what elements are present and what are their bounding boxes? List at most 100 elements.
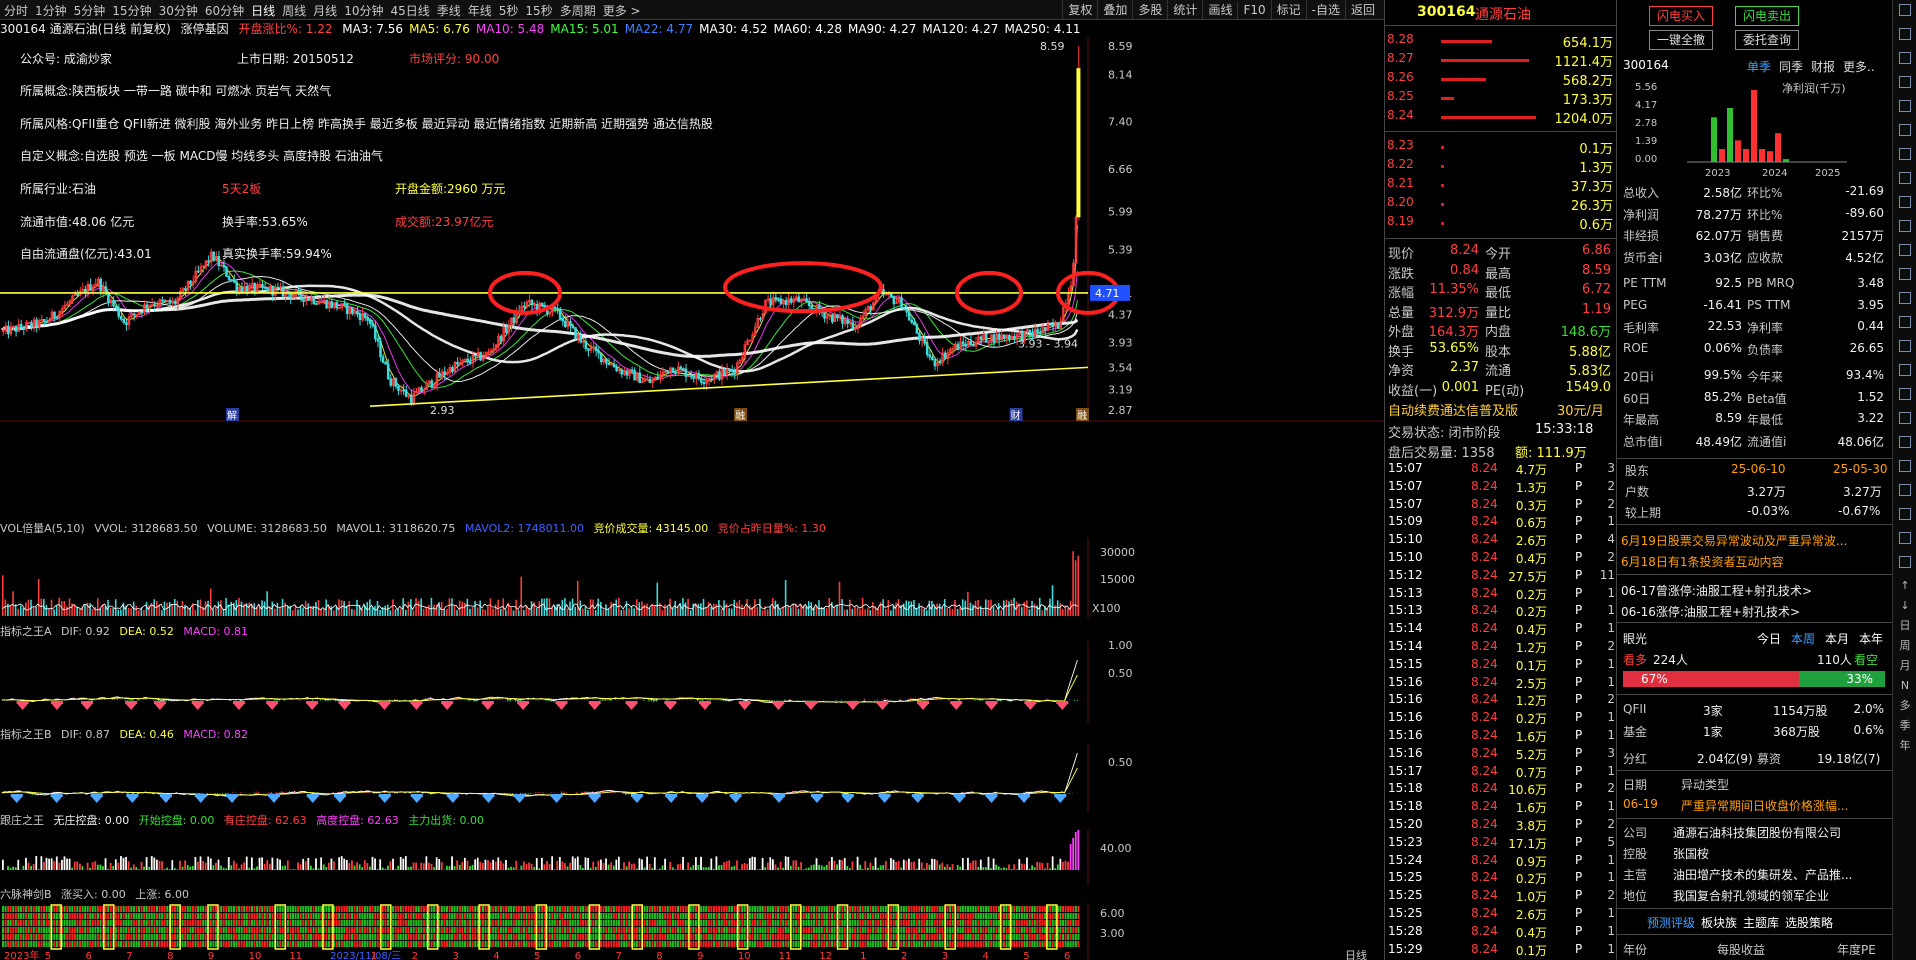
action-button-4[interactable]: 画线 — [1202, 0, 1237, 19]
chip-bar — [202, 860, 204, 870]
action-button-8[interactable]: 返回 — [1344, 0, 1380, 19]
action-button-1[interactable]: 叠加 — [1097, 0, 1132, 19]
pulse-cell — [17, 927, 20, 933]
event-marker-label-0[interactable]: 解 — [225, 408, 239, 422]
pulse-cell — [66, 920, 69, 926]
vol-legend: VOL倍量A(5,10) VVOL: 3128683.50 VOLUME: 31… — [0, 520, 1335, 538]
pulse-cell — [22, 913, 25, 919]
pulse-cell — [869, 927, 872, 933]
pulse-cell — [494, 920, 497, 926]
period-tab-12[interactable]: 年线 — [467, 4, 492, 18]
volume-bar — [238, 597, 240, 616]
pulse-cell — [407, 934, 410, 940]
gem-icon — [1054, 793, 1067, 803]
candle-body — [800, 299, 803, 303]
chip-bar — [558, 857, 561, 870]
indicator-b-chart[interactable]: 0.50 — [0, 744, 1384, 812]
candle-body — [481, 356, 485, 361]
period-tab-5[interactable]: 60分钟 — [204, 4, 245, 18]
volume-bar — [322, 608, 325, 616]
chip-bar — [892, 859, 895, 870]
period-tab-3[interactable]: 15分钟 — [112, 4, 152, 18]
pulse-cell — [215, 927, 217, 933]
pulse-cell — [30, 906, 33, 912]
pulse-cell — [37, 920, 40, 926]
pulse-cell — [7, 920, 10, 926]
pulse-cell — [279, 934, 282, 940]
pulse-cell — [710, 934, 713, 940]
period-tab-0[interactable]: 分时 — [4, 4, 29, 18]
pulse-cell — [869, 913, 872, 919]
pulse-cell — [525, 906, 528, 912]
action-button-7[interactable]: -自选 — [1305, 0, 1345, 19]
candle-body — [589, 346, 593, 351]
pulse-cell — [384, 941, 387, 947]
candle-body — [805, 298, 808, 302]
candle-body — [32, 319, 36, 328]
action-button-3[interactable]: 统计 — [1167, 0, 1202, 19]
pulse-cell — [479, 934, 482, 940]
pulse-cell — [366, 920, 369, 926]
period-tab-2[interactable]: 5分钟 — [73, 4, 106, 18]
vol-ma-line — [1, 603, 1078, 611]
action-button-0[interactable]: 复权 — [1062, 0, 1097, 19]
pulse-cell — [741, 934, 744, 940]
candle-body — [556, 308, 559, 310]
pulse-cell — [96, 906, 99, 912]
market-score: 市场评分: 90.00 — [409, 52, 500, 66]
pulse-cell — [94, 906, 97, 912]
indicator-c-chart[interactable]: 40.00 — [0, 830, 1384, 885]
pulse-cell — [564, 934, 567, 940]
pulse-cell — [720, 941, 723, 947]
event-marker-label-3[interactable]: 融 — [1075, 408, 1089, 422]
pulse-cell — [892, 927, 895, 933]
pulse-cell — [448, 927, 451, 933]
period-tab-6[interactable]: 日线 — [251, 4, 276, 18]
pulse-cell — [851, 920, 854, 926]
period-tab-4[interactable]: 30分钟 — [158, 4, 198, 18]
pulse-cell — [653, 913, 656, 919]
pulse-cell — [553, 906, 556, 912]
candlestick-chart[interactable]: 8.598.147.406.665.995.394.714.373.933.54… — [0, 38, 1384, 422]
pulse-cell — [181, 941, 184, 947]
action-button-6[interactable]: 标记 — [1270, 0, 1306, 19]
chip-bar — [913, 861, 915, 870]
period-tab-11[interactable]: 季线 — [436, 4, 461, 18]
action-button-2[interactable]: 多股 — [1132, 0, 1167, 19]
period-tab-10[interactable]: 45日线 — [390, 4, 430, 18]
pulse-cell — [546, 920, 549, 926]
period-tab-8[interactable]: 月线 — [313, 4, 338, 18]
candle-body — [102, 286, 105, 292]
period-tab-13[interactable]: 5秒 — [498, 4, 519, 18]
pulse-cell — [27, 906, 30, 912]
period-tab-14[interactable]: 15秒 — [525, 4, 553, 18]
chip-bar — [138, 869, 140, 870]
pulse-cell — [710, 913, 713, 919]
period-tab-15[interactable]: 多周期 — [559, 4, 596, 18]
volume-bar — [358, 605, 361, 616]
pulse-cell — [481, 906, 484, 912]
period-tab-7[interactable]: 周线 — [282, 4, 307, 18]
pulse-cell — [702, 927, 705, 933]
candle-body — [653, 376, 657, 381]
period-tab-16[interactable]: 更多 > — [602, 4, 641, 18]
pulse-cell — [507, 941, 510, 947]
pulse-cell — [156, 920, 158, 926]
event-marker-label-2[interactable]: 财 — [1009, 408, 1023, 422]
pulse-cell — [820, 927, 823, 933]
volume-bar — [897, 599, 900, 616]
period-tab-1[interactable]: 1分钟 — [35, 4, 67, 18]
pulse-cell — [345, 920, 348, 926]
event-marker-label-1[interactable]: 融 — [734, 408, 748, 422]
action-button-5[interactable]: F10 — [1237, 2, 1270, 19]
period-tab-9[interactable]: 10分钟 — [344, 4, 384, 18]
candle-body — [784, 300, 788, 306]
custom-concept: 自定义概念:自选股 预选 一板 MACD慢 均线多头 高度持股 石油油气 — [20, 149, 383, 163]
indicator-a-chart[interactable]: 1.000.50 — [0, 641, 1384, 723]
gene-label[interactable]: 涨停基因 — [180, 22, 229, 36]
candle-body — [461, 359, 464, 364]
chip-bar — [831, 857, 833, 870]
pulse-cell — [235, 913, 238, 919]
